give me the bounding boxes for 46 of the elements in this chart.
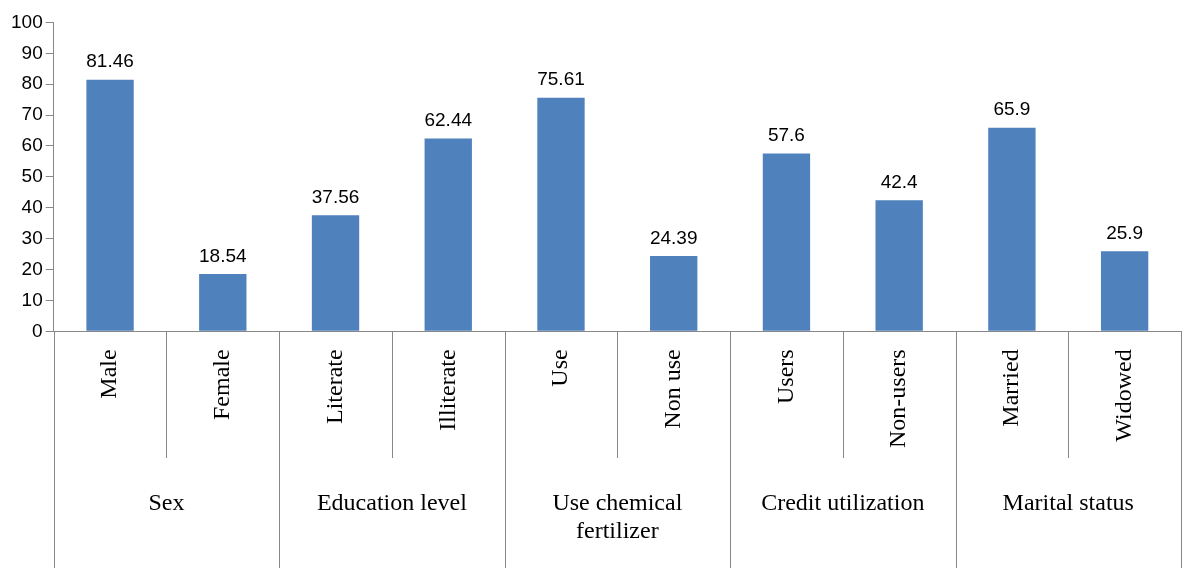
bar — [311, 215, 360, 331]
x-tick-label: Literate — [320, 349, 347, 424]
bar — [537, 97, 585, 331]
text: Sex — [148, 489, 185, 516]
x-tick-label: Non use — [659, 349, 686, 429]
y-tick-label: 60 — [21, 134, 43, 156]
text: Marital status — [1002, 489, 1134, 516]
x-tick-label: Male — [95, 349, 122, 399]
x-tick-label: Use — [546, 349, 573, 387]
data-label: 24.39 — [649, 226, 698, 248]
bar — [988, 127, 1036, 331]
y-tick-label: 0 — [32, 319, 43, 341]
data-label: 25.9 — [1106, 222, 1144, 244]
data-label: 75.61 — [537, 68, 585, 90]
x-tick-label: Illiterate — [433, 349, 460, 431]
data-label: 42.4 — [880, 171, 919, 193]
data-label: 62.44 — [424, 109, 473, 131]
y-tick-label: 30 — [21, 226, 43, 248]
bar — [424, 138, 472, 331]
text: Education level — [316, 489, 468, 516]
y-tick-label: 70 — [21, 103, 43, 125]
data-label: 37.56 — [311, 186, 360, 208]
text: Credit utilization — [761, 489, 925, 516]
y-tick-label: 10 — [21, 288, 43, 310]
bar — [86, 79, 134, 331]
text: Use chemical fertilizer — [552, 489, 683, 544]
y-tick-label: 20 — [21, 257, 43, 279]
data-label: 65.9 — [993, 98, 1031, 120]
bar — [1100, 251, 1149, 331]
x-tick-label: Widowed — [1109, 349, 1136, 442]
x-tick-label: Married — [997, 349, 1024, 427]
bar — [762, 153, 811, 331]
data-label: 18.54 — [199, 244, 247, 266]
bar — [875, 200, 923, 331]
x-tick-label: Female — [208, 349, 235, 420]
data-label: 81.46 — [86, 50, 134, 72]
bar — [650, 256, 698, 331]
y-tick-label: 50 — [21, 165, 43, 187]
x-tick-label: Non-users — [884, 349, 911, 449]
y-tick-label: 90 — [21, 41, 43, 63]
y-tick-label: 80 — [21, 72, 43, 94]
y-tick-label: 100 — [11, 10, 43, 32]
y-tick-label: 40 — [21, 196, 43, 218]
data-label: 57.6 — [767, 124, 805, 146]
bar — [199, 274, 247, 331]
x-tick-label: Users — [771, 349, 798, 405]
